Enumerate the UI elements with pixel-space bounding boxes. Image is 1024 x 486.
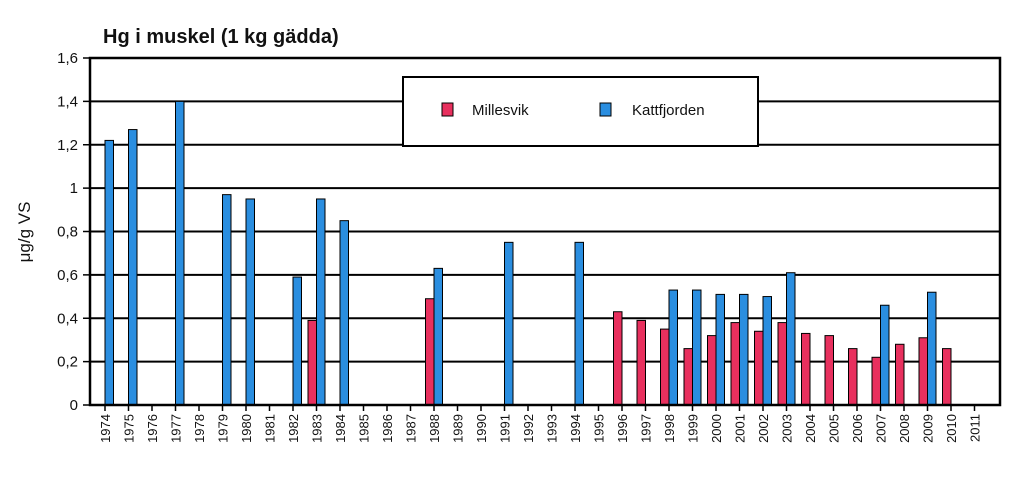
x-tick-label: 1990 <box>474 414 489 443</box>
bar-kattfjorden-1974 <box>104 139 114 406</box>
bar-kattfjorden-1988 <box>433 267 443 406</box>
bar-kattfjorden-2000 <box>715 293 725 406</box>
bar-kattfjorden-2009 <box>927 291 937 406</box>
x-tick-label: 1978 <box>192 414 207 443</box>
x-tick-label: 1985 <box>357 414 372 443</box>
bar-millesvik-2002 <box>754 330 764 406</box>
bar-kattfjorden-1979 <box>222 194 232 406</box>
x-tick-label: 1998 <box>662 414 677 443</box>
bar-millesvik-1988 <box>425 298 435 406</box>
x-tick-label: 1979 <box>216 414 231 443</box>
x-tick-label: 1983 <box>310 414 325 443</box>
bar-kattfjorden-1999 <box>692 289 702 406</box>
x-tick-label: 1987 <box>404 414 419 443</box>
bar-millesvik-2005 <box>824 335 834 406</box>
y-axis-label: μg/g VS <box>15 202 34 263</box>
x-tick-label: 1996 <box>615 414 630 443</box>
bar-millesvik-1999 <box>683 348 693 406</box>
bar-millesvik-2004 <box>801 332 811 406</box>
bar-kattfjorden-2002 <box>762 296 772 406</box>
bar-kattfjorden-2001 <box>739 293 749 406</box>
bar-millesvik-2007 <box>871 356 881 406</box>
x-tick-label: 2011 <box>968 414 983 442</box>
x-tick-label: 2002 <box>756 414 771 443</box>
x-tick-label: 1993 <box>545 414 560 443</box>
bar-millesvik-2006 <box>848 348 858 406</box>
bar-millesvik-2001 <box>730 322 740 406</box>
bar-kattfjorden-1994 <box>574 241 584 406</box>
x-tick-label: 1986 <box>380 414 395 443</box>
legend: Millesvik Kattfjorden <box>402 76 759 147</box>
bar-kattfjorden-1983 <box>316 198 326 406</box>
bars <box>104 100 952 406</box>
bar-millesvik-1998 <box>660 328 670 406</box>
x-tick-label: 1976 <box>145 414 160 443</box>
y-tick-label: 0,4 <box>57 310 78 327</box>
y-ticks: 0 0,2 0,4 0,6 0,8 1 1,2 1,4 1,6 <box>57 50 90 414</box>
y-tick-label: 1,2 <box>57 137 78 154</box>
x-tick-label: 1988 <box>427 414 442 443</box>
x-tick-label: 1991 <box>498 414 513 443</box>
bar-millesvik-1983 <box>307 319 317 406</box>
legend-label-kattfjorden: Kattfjorden <box>632 102 705 119</box>
x-tick-label: 1977 <box>169 414 184 443</box>
x-tick-label: 2006 <box>850 414 865 443</box>
bar-kattfjorden-1980 <box>245 198 255 406</box>
bar-kattfjorden-1991 <box>504 241 514 406</box>
x-tick-label: 1980 <box>239 414 254 443</box>
x-tick-label: 1975 <box>122 414 137 443</box>
legend-box <box>402 76 759 147</box>
y-tick-label: 0,6 <box>57 267 78 284</box>
x-tick-label: 1999 <box>686 414 701 443</box>
chart-title: Hg i muskel (1 kg gädda) <box>103 26 339 48</box>
y-tick-label: 1 <box>70 180 78 197</box>
bar-kattfjorden-1984 <box>339 220 349 406</box>
bar-millesvik-2010 <box>942 348 952 406</box>
bar-kattfjorden-1982 <box>292 276 302 406</box>
y-tick-label: 0,2 <box>57 354 78 371</box>
bar-kattfjorden-2007 <box>880 304 890 406</box>
legend-swatch-millesvik <box>441 102 454 117</box>
x-tick-label: 2000 <box>709 414 724 443</box>
bar-kattfjorden-1998 <box>668 289 678 406</box>
x-tick-label: 1974 <box>98 414 113 443</box>
bar-millesvik-2009 <box>918 337 928 406</box>
bar-millesvik-2003 <box>777 322 787 406</box>
x-tick-label: 1994 <box>568 414 583 443</box>
x-tick-label: 1992 <box>521 414 536 443</box>
x-tick-label: 2005 <box>827 414 842 443</box>
x-tick-label: 2001 <box>733 414 748 443</box>
legend-label-millesvik: Millesvik <box>472 102 529 119</box>
y-tick-label: 1,4 <box>57 93 78 110</box>
x-tick-label: 2009 <box>921 414 936 443</box>
x-ticks: 1974 1975 1976 1977 1978 1979 1980 1981 1982 1983… <box>98 405 983 443</box>
legend-swatch-kattfjorden <box>599 102 612 117</box>
y-tick-label: 0,8 <box>57 224 78 241</box>
x-tick-label: 2007 <box>874 414 889 443</box>
bar-millesvik-2008 <box>895 343 905 406</box>
bar-kattfjorden-1977 <box>175 100 185 406</box>
y-tick-label: 1,6 <box>57 50 78 67</box>
bar-millesvik-1997 <box>636 319 646 406</box>
bar-kattfjorden-1975 <box>128 129 138 406</box>
x-tick-label: 2003 <box>780 414 795 443</box>
x-tick-label: 2004 <box>803 414 818 443</box>
x-tick-label: 2008 <box>897 414 912 443</box>
bar-millesvik-2000 <box>707 335 717 406</box>
x-tick-label: 1989 <box>451 414 466 443</box>
x-tick-label: 1997 <box>639 414 654 443</box>
x-tick-label: 2010 <box>944 414 959 443</box>
y-tick-label: 0 <box>70 397 78 414</box>
x-tick-label: 1981 <box>263 414 278 443</box>
bar-millesvik-1996 <box>613 311 623 406</box>
x-tick-label: 1995 <box>592 414 607 443</box>
x-tick-label: 1984 <box>333 414 348 443</box>
bar-kattfjorden-2003 <box>786 272 796 406</box>
x-tick-label: 1982 <box>286 414 301 443</box>
